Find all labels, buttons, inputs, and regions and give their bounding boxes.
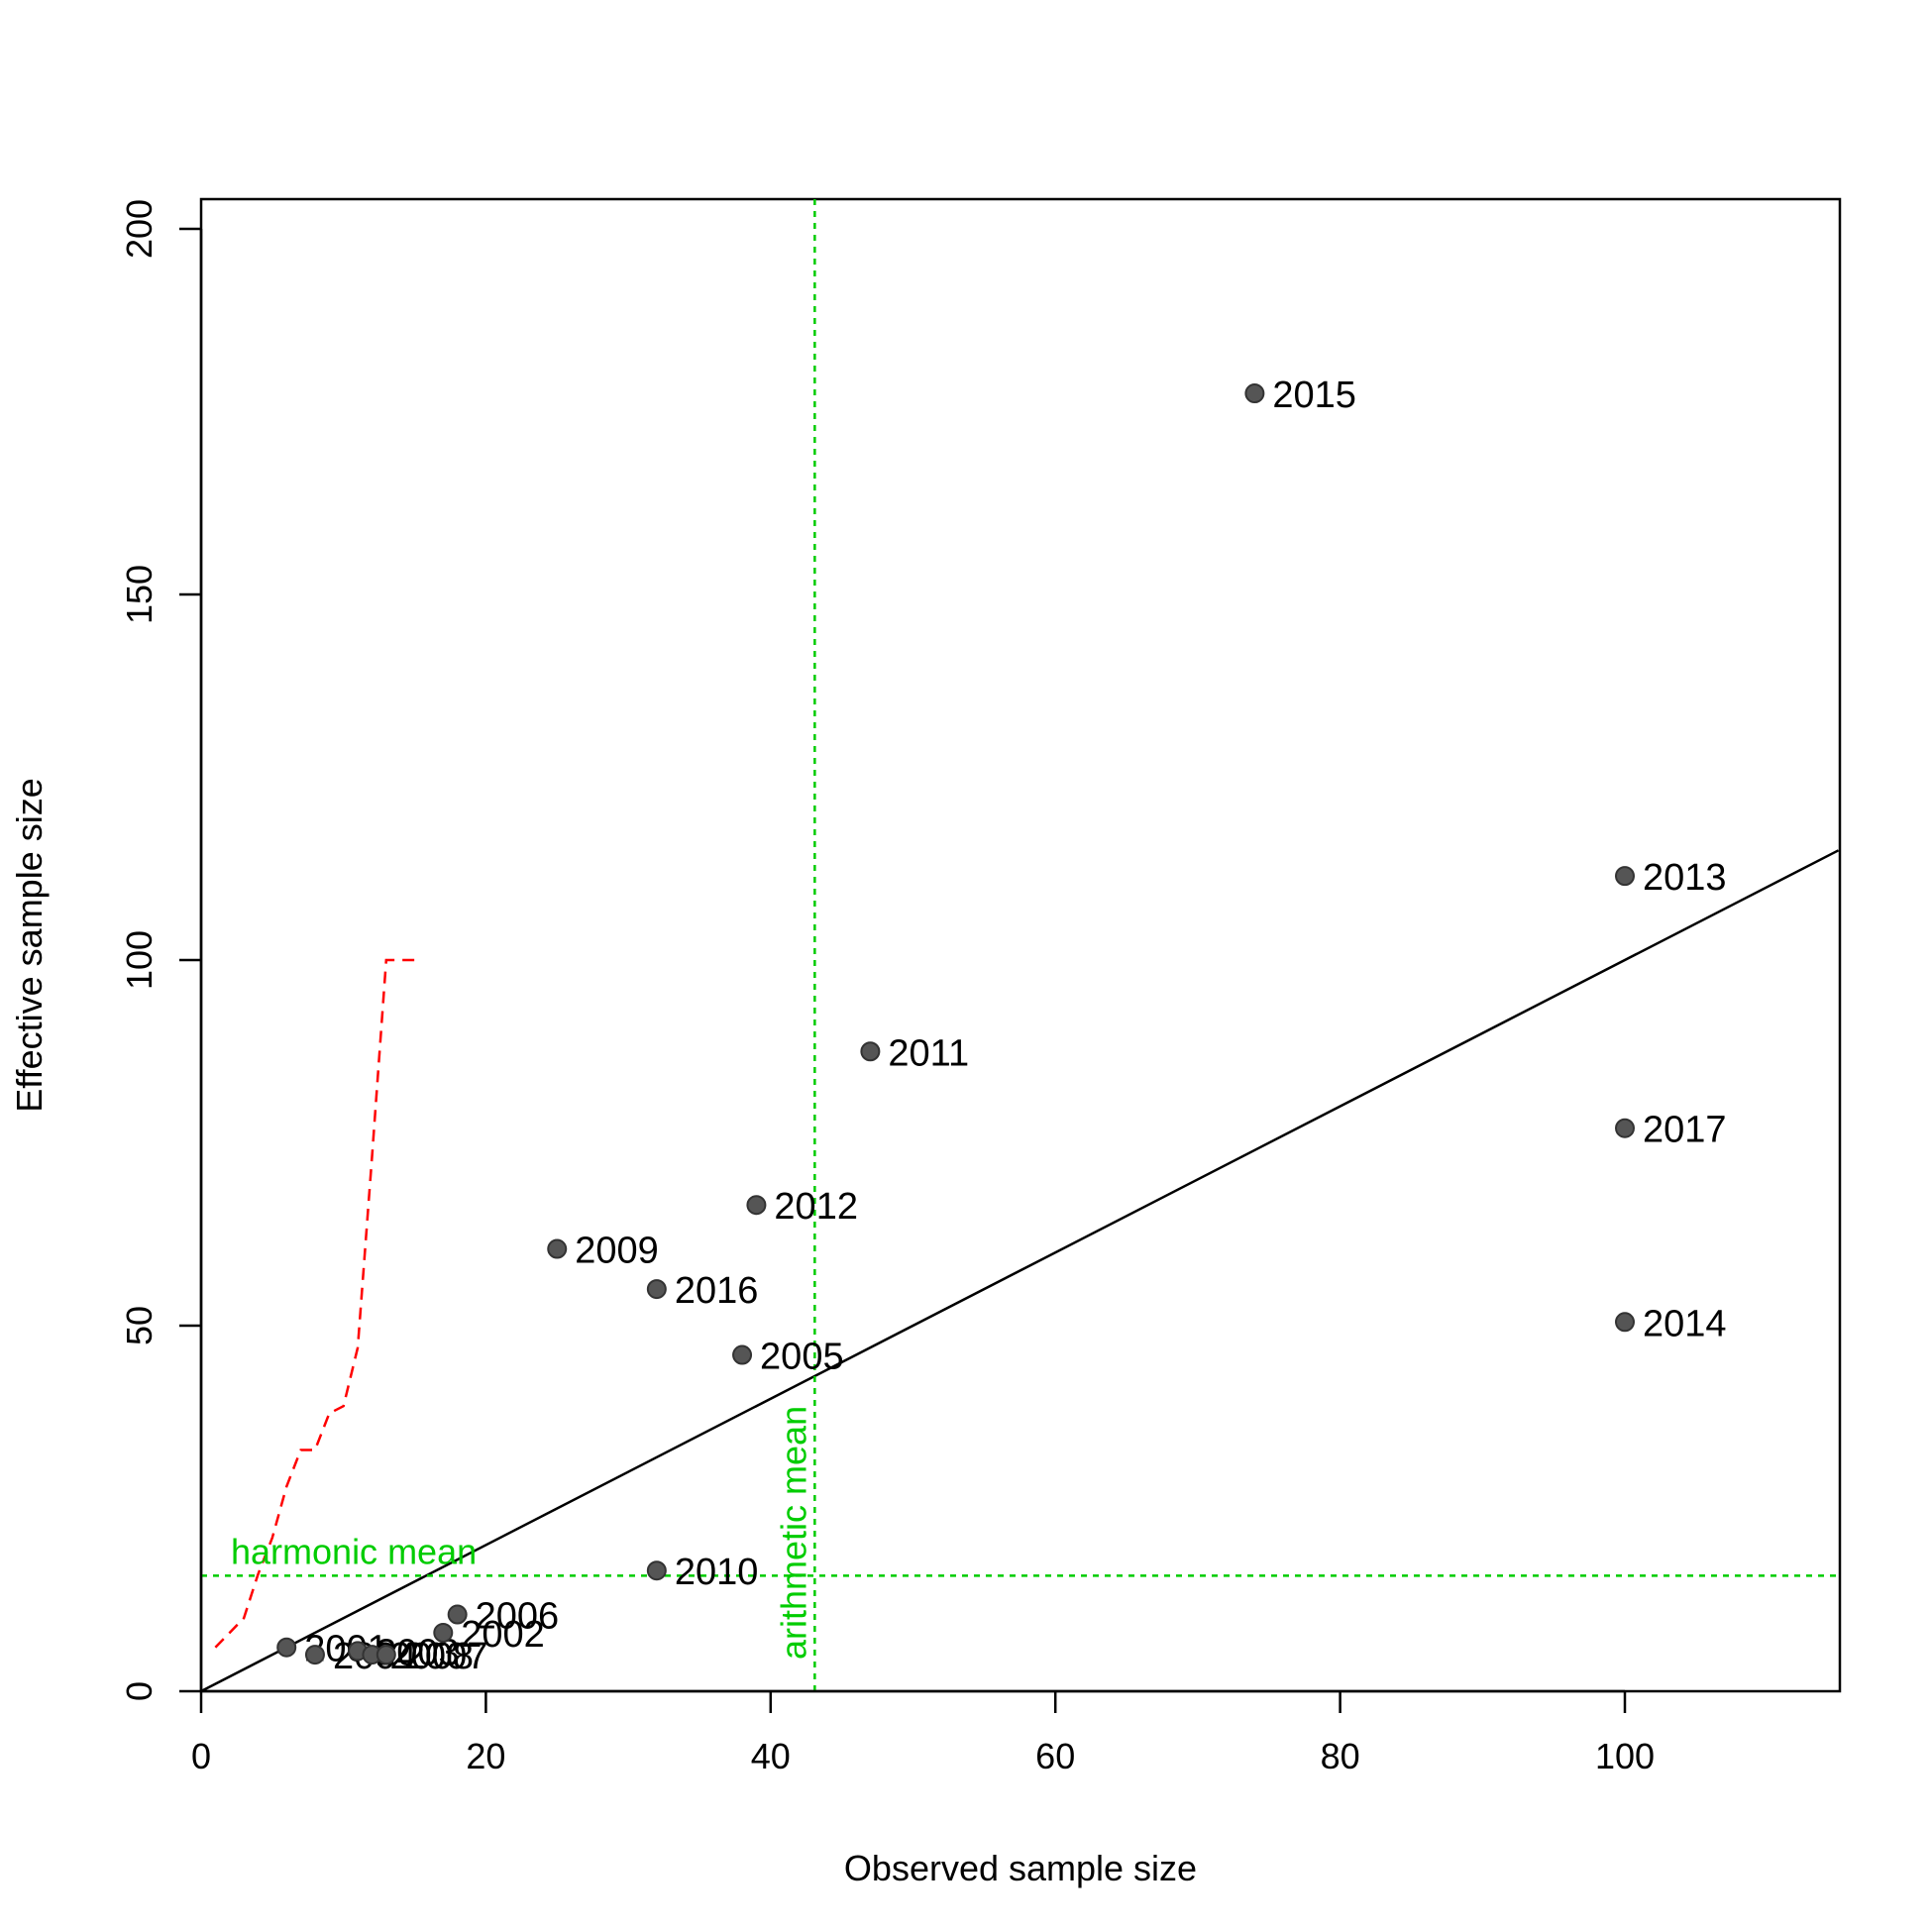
data-point [547, 1238, 568, 1259]
lines-layer: arithmetic mean harmonic mean [200, 199, 1840, 1693]
data-point-label: 2009 [575, 1231, 659, 1272]
points-layer: 2001200420032008200720022006201020092016… [276, 375, 1727, 1677]
x-tick-label: 100 [1595, 1736, 1655, 1776]
arithmetic-mean-label: arithmetic mean [773, 1406, 813, 1660]
data-point-label: 2002 [461, 1614, 545, 1656]
data-point [276, 1637, 297, 1658]
harmonic-mean-label: harmonic mean [231, 1531, 477, 1571]
y-tick-label: 150 [119, 565, 160, 624]
x-tick-label: 20 [466, 1736, 505, 1776]
data-point-label: 2006 [476, 1596, 560, 1638]
plot-frame [199, 197, 1842, 1693]
data-point-label: 2011 [888, 1032, 969, 1074]
data-point [447, 1604, 468, 1625]
x-tick-label: 80 [1321, 1736, 1360, 1776]
data-point [860, 1041, 881, 1062]
data-point [732, 1344, 753, 1365]
y-tick-label: 100 [119, 930, 160, 990]
data-point-label: 2007 [404, 1636, 488, 1677]
identity-line [200, 849, 1840, 1693]
y-tick-label: 0 [119, 1681, 160, 1701]
data-point [376, 1645, 396, 1665]
data-point-label: 2005 [760, 1337, 844, 1378]
data-point [433, 1622, 454, 1643]
data-point [1615, 1118, 1635, 1138]
data-point [646, 1279, 667, 1300]
data-point-label: 2013 [1643, 857, 1727, 899]
x-tick-label: 40 [751, 1736, 791, 1776]
plot-area [199, 197, 1842, 1693]
x-axis: 0 20 40 60 80 100 [191, 1689, 1655, 1776]
data-point-label: 2012 [774, 1186, 858, 1228]
data-point [1615, 866, 1635, 887]
data-point [646, 1560, 667, 1581]
data-point-label: 2015 [1272, 375, 1356, 416]
data-point [304, 1645, 325, 1665]
y-tick-label: 50 [119, 1306, 160, 1345]
x-axis-title: Observed sample size [844, 1848, 1197, 1888]
data-point-label: 2016 [675, 1270, 759, 1312]
x-tick-label: 0 [191, 1736, 211, 1776]
data-point-label: 2008 [389, 1636, 474, 1677]
data-point [1615, 1312, 1635, 1333]
x-tick-label: 60 [1035, 1736, 1075, 1776]
data-point-label: 2010 [675, 1552, 759, 1593]
data-point [746, 1195, 767, 1216]
y-tick-label: 200 [119, 199, 160, 259]
data-point [1244, 383, 1265, 404]
y-axis-title: Effective sample size [9, 778, 50, 1112]
data-point-label: 2017 [1643, 1110, 1727, 1151]
data-point-label: 2014 [1643, 1303, 1727, 1344]
y-axis: 0 50 100 150 200 [119, 199, 203, 1701]
